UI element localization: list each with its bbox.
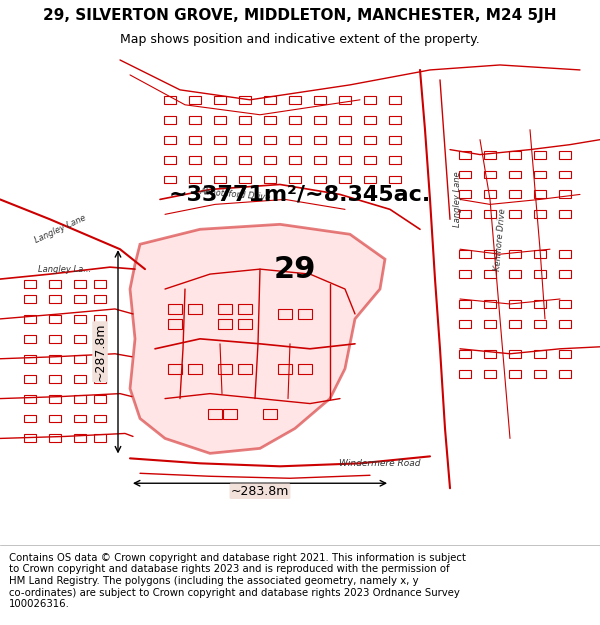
- Text: Langley Lane: Langley Lane: [454, 172, 463, 227]
- Text: ~33771m²/~8.345ac.: ~33771m²/~8.345ac.: [169, 184, 431, 204]
- Polygon shape: [130, 224, 385, 453]
- Text: ~283.8m: ~283.8m: [231, 485, 289, 498]
- Text: Langley Lane: Langley Lane: [33, 214, 87, 245]
- Text: Map shows position and indicative extent of the property.: Map shows position and indicative extent…: [120, 33, 480, 46]
- Text: ~287.8m: ~287.8m: [94, 322, 107, 381]
- Text: 29, SILVERTON GROVE, MIDDLETON, MANCHESTER, M24 5JH: 29, SILVERTON GROVE, MIDDLETON, MANCHEST…: [43, 8, 557, 23]
- Text: Windermere Road: Windermere Road: [339, 459, 421, 468]
- Text: Contains OS data © Crown copyright and database right 2021. This information is : Contains OS data © Crown copyright and d…: [9, 553, 466, 609]
- Text: 29: 29: [274, 254, 316, 284]
- Text: Kenmore Drive: Kenmore Drive: [493, 208, 507, 271]
- Text: Langley La...: Langley La...: [38, 264, 92, 274]
- Text: Abbotsford Drive: Abbotsford Drive: [199, 187, 271, 202]
